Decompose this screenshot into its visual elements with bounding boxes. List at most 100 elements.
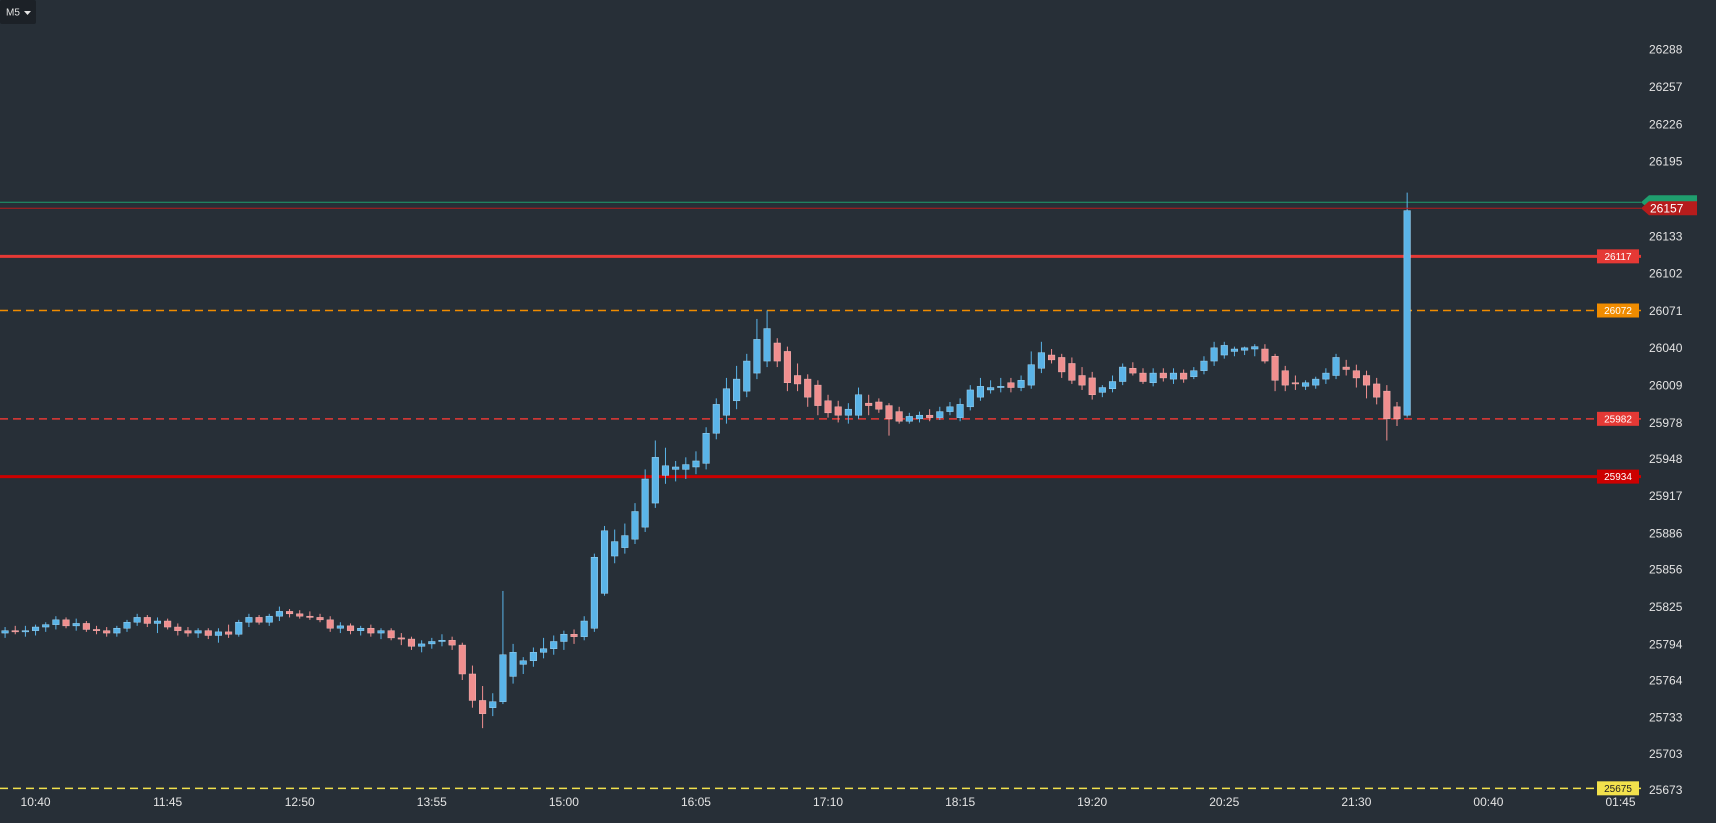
candle-body [21,630,29,633]
candle-body [651,457,659,504]
level-label-box [1597,469,1639,484]
candle-body [448,640,456,646]
candle-body [164,620,172,628]
candle-body [1180,372,1188,380]
candle-body [875,401,883,410]
y-tick-label: 26133 [1649,229,1683,243]
candle-body [1251,346,1259,350]
x-tick-label: 20:25 [1209,795,1239,809]
y-tick-label: 25825 [1649,600,1683,614]
candle-body [286,611,294,615]
candle-body [1230,348,1238,352]
current-price-tab [1641,201,1697,216]
candle-body [854,394,863,416]
candle-body [499,654,507,702]
y-tick-label: 25794 [1649,637,1683,651]
candle-body [1383,390,1391,420]
candle-body [1119,366,1127,382]
y-tick-label: 25703 [1649,747,1683,761]
candle-body [367,627,375,634]
candle-body [62,619,70,627]
candle-body [123,621,131,629]
level-label-box [1597,303,1639,318]
dropdown-caret[interactable] [24,11,31,15]
level-label: 25675 [1604,784,1632,795]
y-tick-label: 25673 [1649,783,1683,797]
candle-body [407,638,416,647]
candle-body [32,626,40,631]
candle-body [1139,372,1147,382]
candle-body [275,611,283,617]
candle-body [865,402,873,406]
candle-body [966,389,974,408]
candle-body [1373,383,1381,398]
x-tick-label: 16:05 [681,795,711,809]
candle-body [621,535,629,548]
candle-body [987,387,995,391]
candle-body [814,384,822,406]
level-label-box [1597,411,1639,426]
candle-body [479,700,487,714]
candle-body [1190,370,1198,377]
candle-body [1302,382,1310,387]
candle-body [235,621,243,635]
candle-body [722,388,730,416]
candle-body [387,630,395,639]
candle-body [1007,382,1015,388]
y-tick-label: 26195 [1649,155,1683,169]
candle-body [1281,370,1289,386]
candle-body [1362,375,1371,386]
candle-body [763,328,771,362]
candle-body [11,630,19,633]
candle-body [1017,380,1025,388]
candle-body [1241,347,1249,351]
timeframe-box[interactable] [0,0,36,24]
candle-body [92,629,101,631]
level-label: 26072 [1604,306,1632,317]
current-price-label: 26157 [1650,201,1684,215]
candle-body [194,630,202,634]
candle-body [1210,347,1218,362]
candle-body [1169,372,1178,380]
candle-body [1291,382,1299,385]
candle-body [346,625,355,631]
candle-body [641,478,649,528]
candle-body [1352,370,1360,379]
x-tick-label: 19:20 [1077,795,1107,809]
candle-body [1220,345,1228,356]
candle-body [72,623,80,627]
candle-body [377,630,385,634]
candle-body [540,648,548,653]
candle-body [153,620,162,624]
candle-body [326,619,334,629]
level-label: 25982 [1604,414,1632,425]
candle-body [550,641,558,649]
candle-body [590,556,598,629]
candle-body [712,404,720,434]
candle-body [773,342,781,362]
y-tick-label: 25764 [1649,673,1683,687]
x-tick-label: 10:40 [21,795,51,809]
candle-body [997,386,1005,388]
candle-body [1048,354,1056,361]
candle-body [580,620,588,637]
candle-body [489,701,497,708]
timeframe-label[interactable]: M5 [6,8,20,19]
candle-body [1342,366,1350,370]
candle-body [397,637,405,640]
candle-body [600,530,609,594]
candle-body [519,660,527,665]
timeframe-button[interactable]: M5 [0,0,36,24]
candle-body [733,378,741,402]
candle-body [611,541,619,557]
candle-body [245,617,253,623]
candle-body [52,619,60,625]
y-tick-label: 25978 [1649,416,1683,430]
x-tick-label: 21:30 [1341,795,1371,809]
candle-body [296,613,304,617]
candle-body [1322,372,1330,380]
candle-body [458,644,466,675]
candle-body [885,405,893,420]
y-tick-label: 25917 [1649,489,1683,503]
